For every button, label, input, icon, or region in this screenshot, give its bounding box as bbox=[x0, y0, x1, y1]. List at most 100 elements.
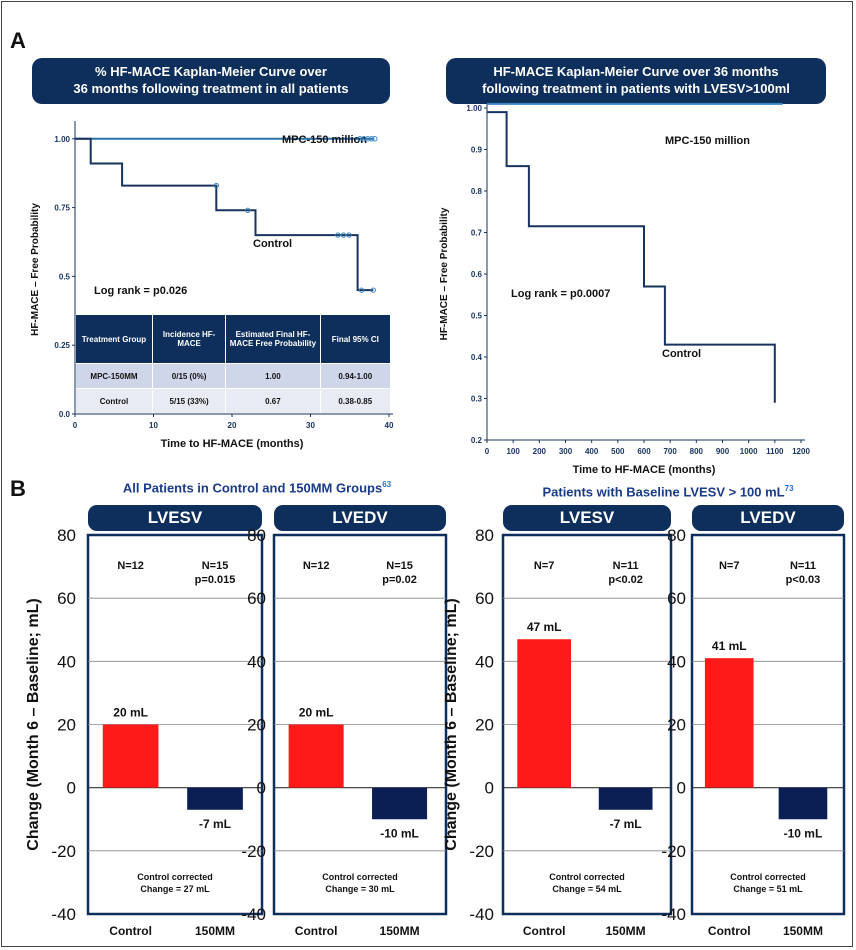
bar1-y-axis-title: Change (Month 6 – Baseline; mL) bbox=[25, 598, 42, 850]
km2-y-tick-label: 1.00 bbox=[466, 104, 482, 113]
bar1-plot-frame bbox=[86, 533, 264, 916]
km1-censor-mark bbox=[372, 136, 378, 142]
bar4-footnote-line1: Control corrected bbox=[730, 872, 806, 882]
bar-group-2-title-text: Patients with Baseline LVESV > 100 mL bbox=[542, 484, 785, 500]
bar2-category-label: 150MM bbox=[380, 924, 420, 938]
bar1-y-tick-label: -20 bbox=[51, 842, 76, 861]
bar-group-2-title: Patients with Baseline LVESV > 100 mL73 bbox=[508, 484, 828, 499]
km1-series-label: MPC-150 million bbox=[282, 134, 367, 146]
bar1-bar-control bbox=[102, 724, 159, 788]
km2-x-tick-label: 1200 bbox=[792, 447, 810, 456]
bar1-data-label: 20 mL bbox=[113, 706, 148, 720]
bar1-bar-150mm bbox=[187, 787, 243, 810]
km1-censor-mark bbox=[358, 287, 365, 293]
bar4-y-tick-label: -20 bbox=[661, 842, 686, 861]
bar2-plot-frame bbox=[272, 533, 448, 916]
bar2-n-label: N=15 bbox=[386, 560, 413, 572]
bar4-y-tick-label: 60 bbox=[667, 589, 686, 608]
bar1-title: LVESV bbox=[88, 505, 262, 531]
bar1-p-label: p=0.015 bbox=[195, 574, 236, 586]
km1-summary-table: Treatment Group Incidence HF-MACE Estima… bbox=[75, 314, 392, 414]
bar2-y-tick-label: -20 bbox=[241, 842, 266, 861]
bar2-footnote-line2: Change = 30 mL bbox=[325, 884, 395, 894]
km2-y-axis-title: HF-MACE – Free Probability bbox=[439, 207, 450, 340]
bar1-category-label: 150MM bbox=[195, 924, 235, 938]
bar2-title: LVEDV bbox=[274, 505, 446, 531]
km1-table-cell: Control bbox=[75, 388, 153, 414]
km1-y-tick-label: 0.0 bbox=[59, 410, 71, 419]
km2-x-tick-label: 1100 bbox=[766, 447, 784, 456]
km1-table-cell: 0.38-0.85 bbox=[319, 388, 392, 414]
km1-censor-mark bbox=[357, 136, 363, 142]
km2-x-axis-title: Time to HF-MACE (months) bbox=[573, 464, 716, 476]
km1-censor-mark bbox=[369, 136, 375, 142]
km1-table-cell: 0.94-1.00 bbox=[319, 363, 392, 389]
bar4-n-label: N=11 bbox=[790, 560, 816, 572]
bar3-y-tick-label: 60 bbox=[475, 589, 494, 608]
bar3-data-label: 47 mL bbox=[527, 620, 562, 634]
bar3-n-label: N=7 bbox=[534, 560, 555, 572]
bar4-y-tick-label: -40 bbox=[661, 905, 686, 924]
km1-banner: % HF-MACE Kaplan-Meier Curve over 36 mon… bbox=[32, 58, 390, 104]
bar3-title: LVESV bbox=[503, 505, 671, 531]
km1-banner-line2: 36 months following treatment in all pat… bbox=[73, 81, 349, 96]
km1-x-tick-label: 30 bbox=[306, 421, 315, 430]
bar2-bar-150mm bbox=[372, 787, 428, 820]
km1-y-tick-label: 0.25 bbox=[54, 341, 70, 350]
km1-table-cell: 0.67 bbox=[225, 388, 321, 414]
bar3-y-tick-label: -40 bbox=[469, 905, 494, 924]
bar3-data-label: -7 mL bbox=[610, 817, 642, 831]
bar2-bar-control bbox=[288, 724, 344, 788]
km1-table-row: Control 5/15 (33%) 0.67 0.38-0.85 bbox=[75, 388, 392, 414]
km1-table-cell: 1.00 bbox=[225, 363, 321, 389]
panel-b-label: B bbox=[10, 476, 26, 501]
km2-y-tick-label: 0.5 bbox=[471, 312, 483, 321]
bar4-y-tick-label: 80 bbox=[667, 526, 686, 545]
km1-censor-mark bbox=[370, 287, 376, 293]
bar2-category-label: Control bbox=[295, 924, 338, 938]
km2-x-tick-label: 300 bbox=[559, 447, 573, 456]
km2-y-tick-label: 0.2 bbox=[471, 436, 483, 445]
km2-x-tick-label: 900 bbox=[716, 447, 730, 456]
km1-y-tick-label: 0.5 bbox=[59, 272, 71, 281]
bar3-footnote-line1: Control corrected bbox=[549, 872, 625, 882]
bar4-data-label: 41 mL bbox=[712, 639, 747, 653]
bar2-y-tick-label: 60 bbox=[247, 589, 266, 608]
bar1-y-tick-label: 20 bbox=[57, 716, 76, 735]
bar3-bar-control bbox=[517, 639, 572, 788]
km1-table-header: Treatment Group bbox=[75, 314, 153, 364]
km2-y-tick-label: 0.3 bbox=[471, 395, 483, 404]
bar2-y-tick-label: 20 bbox=[247, 716, 266, 735]
bar3-y-tick-label: -20 bbox=[469, 842, 494, 861]
km1-table-cell: MPC-150MM bbox=[75, 363, 153, 389]
km1-table-cell: 5/15 (33%) bbox=[151, 388, 227, 414]
km2-banner-line2: following treatment in patients with LVE… bbox=[482, 81, 790, 96]
bar1-y-tick-label: 0 bbox=[67, 779, 76, 798]
km2-x-tick-label: 600 bbox=[637, 447, 651, 456]
bar4-data-label: -10 mL bbox=[784, 826, 823, 840]
bar1-n-label: N=12 bbox=[117, 560, 144, 572]
bar3-y-tick-label: 80 bbox=[475, 526, 494, 545]
km2-x-tick-label: 400 bbox=[585, 447, 599, 456]
km1-x-tick-label: 20 bbox=[228, 421, 237, 430]
bar2-n-label: N=12 bbox=[303, 560, 330, 572]
km1-censor-mark bbox=[365, 136, 371, 142]
bar-group-1-title-text: All Patients in Control and 150MM Groups bbox=[122, 480, 383, 496]
bar4-category-label: 150MM bbox=[783, 924, 823, 938]
km2-series-control-line bbox=[487, 111, 776, 403]
km2-annotation: Log rank = p0.0007 bbox=[511, 288, 610, 300]
bar-group-1-title: All Patients in Control and 150MM Groups… bbox=[92, 480, 422, 495]
bar-group-1-ref: 63 bbox=[382, 480, 392, 489]
bar3-y-tick-label: 20 bbox=[475, 716, 494, 735]
bar4-category-label: Control bbox=[708, 924, 751, 938]
km2-banner: HF-MACE Kaplan-Meier Curve over 36 month… bbox=[446, 58, 826, 104]
bar3-category-label: Control bbox=[523, 924, 566, 938]
km2-x-tick-label: 200 bbox=[533, 447, 547, 456]
km2-y-tick-label: 0.6 bbox=[471, 270, 483, 279]
bar-group-2-ref: 73 bbox=[784, 484, 794, 493]
km2-series-label: Control bbox=[662, 348, 701, 360]
km1-x-tick-label: 40 bbox=[385, 421, 394, 430]
km2-x-tick-label: 500 bbox=[611, 447, 625, 456]
